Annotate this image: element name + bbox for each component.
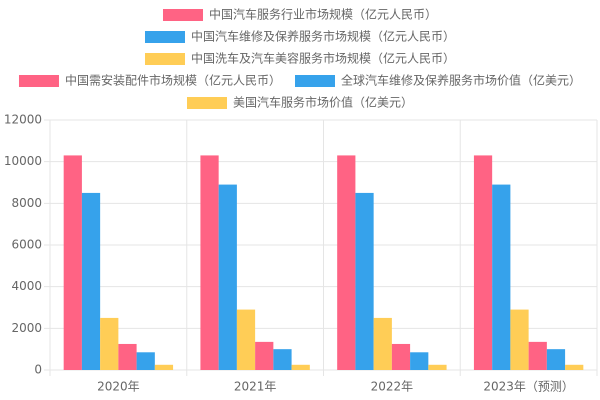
bar bbox=[200, 155, 219, 370]
bar bbox=[428, 364, 447, 370]
bar bbox=[510, 309, 529, 370]
bar bbox=[273, 349, 292, 370]
bar bbox=[236, 309, 256, 370]
y-tick-label: 6000 bbox=[11, 238, 42, 252]
y-tick-label: 10000 bbox=[4, 154, 42, 168]
legend-swatch bbox=[162, 9, 203, 21]
legend-label: 全球汽车维修及保养服务市场价值（亿美元） bbox=[341, 73, 581, 88]
bar bbox=[473, 155, 493, 370]
legend-swatch bbox=[295, 75, 335, 87]
x-tick-label: 2020年 bbox=[97, 380, 140, 394]
bar bbox=[255, 341, 274, 370]
legend-swatch bbox=[18, 75, 59, 87]
legend-swatch bbox=[144, 31, 185, 43]
bar bbox=[291, 364, 310, 370]
legend-label: 美国汽车服务市场价值（亿美元） bbox=[233, 95, 413, 110]
y-tick-label: 2000 bbox=[11, 321, 42, 335]
bar bbox=[218, 184, 237, 370]
bar bbox=[391, 343, 411, 370]
x-tick-label: 2022年 bbox=[371, 380, 414, 394]
bar bbox=[136, 352, 155, 370]
legend-label: 中国洗车及汽车美容服务市场规模（亿元人民币） bbox=[191, 51, 455, 66]
y-tick-label: 0 bbox=[34, 363, 42, 377]
bar bbox=[118, 343, 137, 370]
y-tick-label: 8000 bbox=[11, 196, 42, 210]
bar bbox=[410, 352, 429, 370]
bar bbox=[81, 192, 101, 370]
bar bbox=[63, 155, 82, 370]
legend-label: 中国需安装配件市场规模（亿元人民币） bbox=[65, 73, 281, 88]
bar bbox=[337, 155, 356, 370]
x-tick-label: 2023年（预测） bbox=[483, 380, 574, 394]
legend-swatch bbox=[186, 97, 227, 109]
legend-swatch bbox=[144, 53, 185, 65]
bar bbox=[528, 341, 547, 370]
bar bbox=[100, 317, 119, 370]
bar bbox=[565, 364, 584, 370]
bar bbox=[355, 192, 374, 370]
y-tick-label: 4000 bbox=[11, 279, 42, 293]
legend-label: 中国汽车服务行业市场规模（亿元人民币） bbox=[209, 7, 437, 22]
x-tick-label: 2021年 bbox=[234, 380, 277, 394]
bar bbox=[546, 349, 566, 370]
y-tick-label: 12000 bbox=[4, 113, 42, 127]
bar bbox=[154, 364, 174, 370]
legend-label: 中国汽车维修及保养服务市场规模（亿元人民币） bbox=[191, 29, 455, 44]
bar bbox=[492, 184, 511, 370]
bar bbox=[373, 317, 392, 370]
